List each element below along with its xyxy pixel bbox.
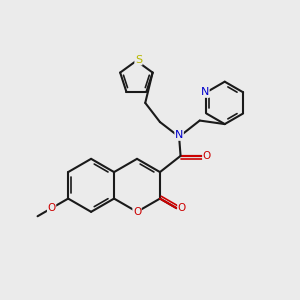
Text: O: O bbox=[133, 207, 141, 217]
Text: N: N bbox=[201, 87, 209, 97]
Text: S: S bbox=[135, 55, 142, 65]
Text: O: O bbox=[203, 151, 211, 161]
Text: O: O bbox=[47, 203, 56, 213]
Text: N: N bbox=[175, 130, 183, 140]
Text: O: O bbox=[178, 203, 186, 213]
